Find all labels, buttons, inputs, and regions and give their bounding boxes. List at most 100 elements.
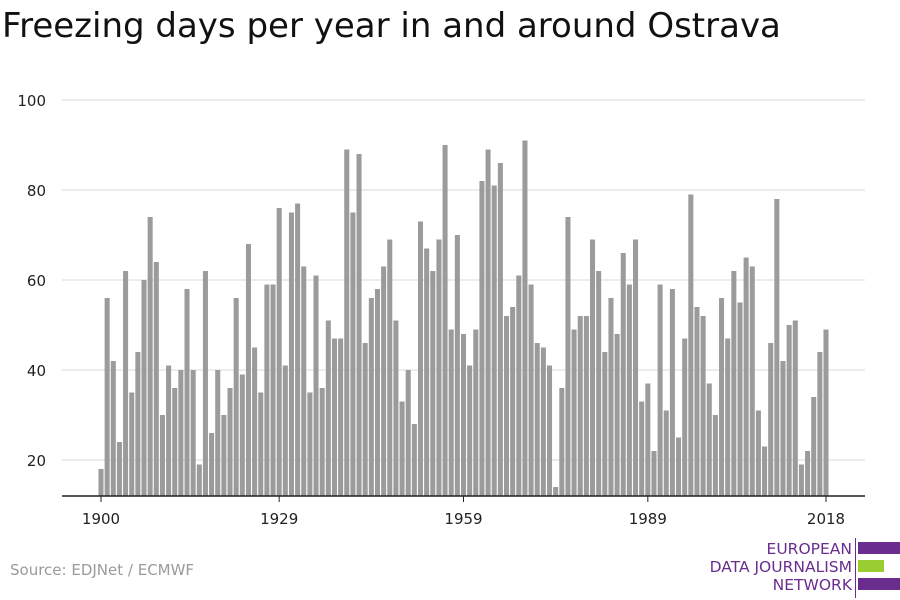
logo-bar-bottom	[858, 578, 900, 590]
bar	[196, 464, 202, 496]
bar	[227, 388, 233, 496]
bar	[430, 271, 436, 496]
chart-title: Freezing days per year in and around Ost…	[2, 6, 781, 46]
bar	[473, 329, 479, 496]
y-tick-label: 60	[27, 272, 46, 290]
bar	[313, 275, 319, 496]
bar	[749, 266, 755, 496]
bar	[633, 239, 639, 496]
logo-bar-top	[858, 542, 900, 554]
source-note: Source: EDJNet / ECMWF	[10, 561, 195, 579]
bar	[669, 289, 675, 496]
bar	[768, 343, 774, 496]
bar	[245, 244, 251, 496]
y-tick-label: 40	[27, 362, 46, 380]
bar	[417, 221, 424, 496]
bar	[590, 239, 596, 496]
bar	[153, 262, 159, 496]
bar	[688, 194, 694, 496]
bar	[129, 392, 135, 496]
bar	[184, 289, 190, 496]
x-tick-label: 1959	[444, 510, 482, 528]
bar	[135, 352, 141, 496]
bar	[719, 298, 725, 496]
bar	[123, 271, 129, 496]
bar	[344, 149, 350, 496]
logo-divider	[855, 538, 856, 598]
bar	[503, 316, 510, 496]
bar	[424, 248, 430, 496]
bar	[700, 316, 706, 496]
logo-bar-middle	[858, 560, 884, 572]
bar	[651, 451, 657, 496]
bar	[356, 154, 362, 496]
logo-line-3: NETWORK	[772, 576, 852, 594]
bar	[319, 388, 325, 496]
bar	[559, 388, 565, 496]
y-tick-label: 80	[27, 182, 46, 200]
bar	[288, 212, 294, 496]
bar	[682, 338, 688, 496]
bar	[516, 275, 522, 496]
bar	[639, 401, 645, 496]
bar	[282, 365, 288, 496]
bar	[731, 271, 737, 496]
bar	[534, 343, 540, 496]
bar	[528, 284, 534, 496]
bar	[663, 410, 669, 496]
bar	[270, 284, 276, 496]
bar	[546, 365, 553, 496]
bar	[522, 140, 528, 496]
bar	[350, 212, 356, 496]
bar	[221, 415, 227, 496]
bar	[577, 316, 583, 496]
bar	[264, 284, 270, 496]
bar	[436, 239, 442, 496]
bar	[725, 338, 731, 496]
bar	[467, 365, 473, 496]
bar	[190, 370, 196, 496]
bar	[657, 284, 663, 496]
bar	[620, 253, 626, 496]
logo-line-1: EUROPEAN	[766, 540, 852, 558]
bar	[762, 446, 768, 496]
bar	[307, 392, 313, 496]
bar	[497, 163, 503, 496]
bar	[387, 239, 393, 496]
logo-line-2: DATA JOURNALISM	[709, 558, 852, 576]
y-tick-label: 100	[17, 92, 46, 110]
bar	[295, 203, 301, 496]
bar	[737, 302, 743, 496]
bar	[209, 433, 215, 496]
bar	[792, 320, 798, 496]
bar	[460, 334, 467, 496]
bar	[442, 145, 448, 496]
bar	[823, 329, 829, 496]
bar	[608, 298, 614, 496]
bar	[798, 464, 804, 496]
bar	[626, 284, 632, 496]
bar	[399, 401, 405, 496]
bar	[301, 266, 307, 496]
bar	[811, 397, 817, 496]
bar	[676, 437, 682, 496]
bar	[215, 370, 221, 496]
bar	[706, 383, 712, 496]
axes: 20 40 60 80 100 1900 1929 1959 1989 2018	[17, 92, 865, 528]
bar	[233, 298, 239, 496]
bar	[540, 347, 546, 496]
bar	[411, 424, 417, 496]
bar	[374, 289, 381, 496]
x-tick-label: 1900	[82, 510, 120, 528]
bar	[786, 325, 792, 496]
bar	[405, 370, 411, 496]
bar	[239, 374, 245, 496]
bar	[276, 208, 282, 496]
bar	[362, 343, 368, 496]
bar	[780, 361, 786, 496]
bar	[141, 280, 147, 496]
bar	[553, 487, 559, 496]
bar	[510, 307, 516, 496]
x-tick-label: 1929	[260, 510, 298, 528]
bar	[393, 320, 399, 496]
